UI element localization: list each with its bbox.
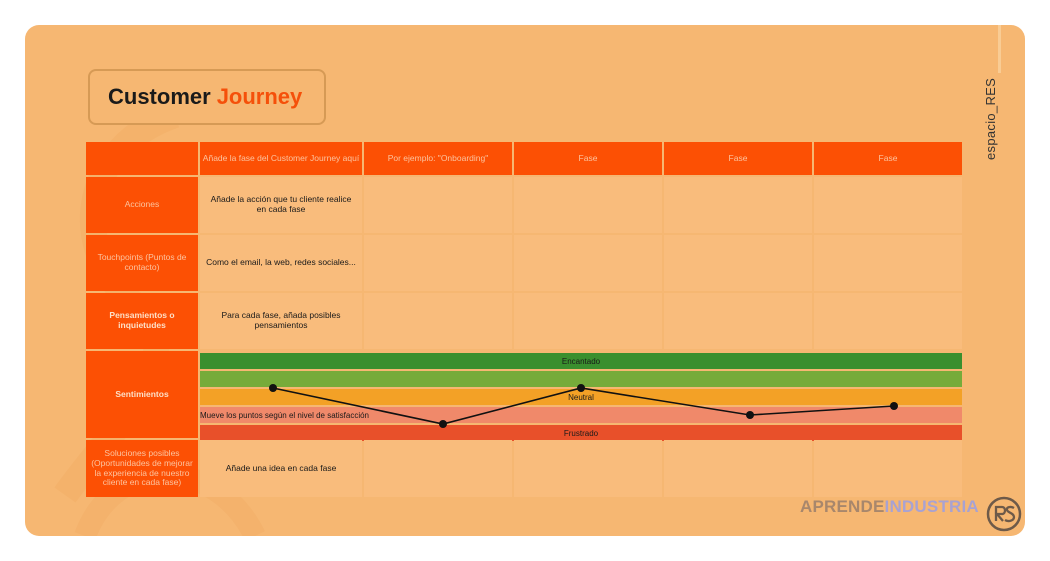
- phase-header-4[interactable]: Fase: [664, 142, 812, 175]
- touchpoints-cell-1[interactable]: Como el email, la web, redes sociales...: [200, 235, 362, 291]
- pensamientos-cell-5[interactable]: [814, 293, 962, 349]
- sentiment-band-5: Frustrado: [200, 425, 962, 441]
- acciones-cell-5[interactable]: [814, 177, 962, 233]
- row-label-sentimientos: Sentimientos: [86, 351, 198, 438]
- pensamientos-cell-3[interactable]: [514, 293, 662, 349]
- aprende-industria-brand: APRENDEINDUSTRIA: [800, 497, 979, 517]
- row-label-touchpoints: Touchpoints (Puntos de contacto): [86, 235, 198, 291]
- touchpoints-cell-3[interactable]: [514, 235, 662, 291]
- corner-header-cell: [86, 142, 198, 175]
- touchpoints-cell-5[interactable]: [814, 235, 962, 291]
- soluciones-cell-1[interactable]: Añade una idea en cada fase: [200, 440, 362, 497]
- sentiment-band-3: Neutral: [200, 389, 962, 405]
- touchpoints-cell-2[interactable]: [364, 235, 512, 291]
- side-brand-label: espacio_RES: [983, 77, 998, 160]
- acciones-cell-1[interactable]: Añade la acción que tu cliente realice e…: [200, 177, 362, 233]
- journey-card: Customer Journey espacio_RES Añade la fa…: [25, 25, 1025, 536]
- phase-header-1[interactable]: Añade la fase del Customer Journey aquí: [200, 142, 362, 175]
- touchpoints-cell-4[interactable]: [664, 235, 812, 291]
- row-label-soluciones: Soluciones posibles (Oportunidades de me…: [86, 440, 198, 497]
- acciones-cell-4[interactable]: [664, 177, 812, 233]
- pensamientos-cell-4[interactable]: [664, 293, 812, 349]
- phase-header-5[interactable]: Fase: [814, 142, 962, 175]
- acciones-cell-3[interactable]: [514, 177, 662, 233]
- soluciones-cell-2[interactable]: [364, 440, 512, 497]
- top-accent-line: [998, 25, 1001, 73]
- phase-header-2[interactable]: Por ejemplo: "Onboarding": [364, 142, 512, 175]
- brand-industria: INDUSTRIA: [884, 497, 979, 516]
- row-label-acciones: Acciones: [86, 177, 198, 233]
- row-label-pensamientos: Pensamientos o inquietudes: [86, 293, 198, 349]
- pensamientos-cell-1[interactable]: Para cada fase, añada posibles pensamien…: [200, 293, 362, 349]
- soluciones-cell-3[interactable]: [514, 440, 662, 497]
- rs-monogram-icon: [986, 496, 1022, 532]
- acciones-cell-2[interactable]: [364, 177, 512, 233]
- title-journey: Journey: [216, 84, 303, 109]
- title-box: Customer Journey: [88, 69, 326, 125]
- sentiment-band-4: Mueve los puntos según el nivel de satis…: [200, 407, 962, 423]
- sentiment-band-1: Encantado: [200, 353, 962, 369]
- phase-header-3[interactable]: Fase: [514, 142, 662, 175]
- soluciones-cell-4[interactable]: [664, 440, 812, 497]
- pensamientos-cell-2[interactable]: [364, 293, 512, 349]
- sentiment-band-2: [200, 371, 962, 387]
- title-customer: Customer: [108, 84, 211, 109]
- soluciones-cell-5[interactable]: [814, 440, 962, 497]
- brand-aprende: APRENDE: [800, 497, 885, 516]
